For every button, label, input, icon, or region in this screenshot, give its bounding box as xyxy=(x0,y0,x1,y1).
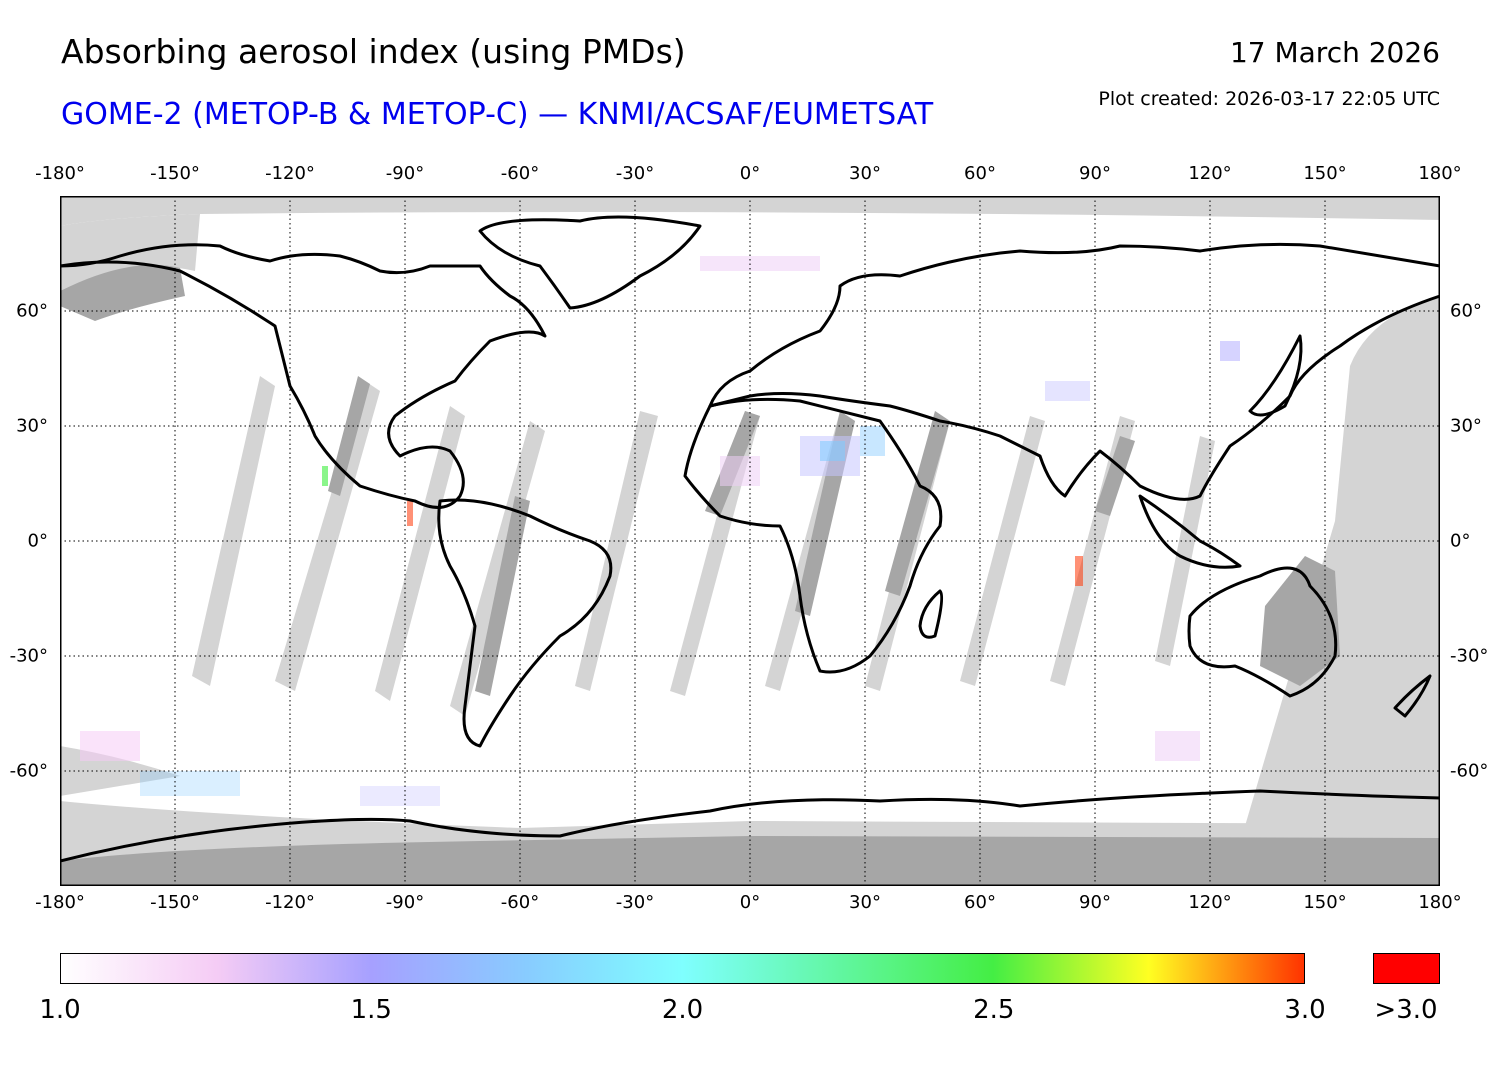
colorbar-tick-label: 2.0 xyxy=(661,995,704,1025)
graticule xyxy=(60,196,1440,886)
alaska-no-data xyxy=(60,264,185,321)
colorbar-tick-label: 1.5 xyxy=(350,995,392,1025)
aerosol-pixel xyxy=(1220,341,1240,361)
madagascar-coast xyxy=(918,589,944,639)
aerosol-pixel xyxy=(1155,731,1200,761)
lat-tick-label-right: 30° xyxy=(1450,415,1482,437)
australia-coast xyxy=(1187,566,1338,698)
colorbar xyxy=(60,953,1305,984)
aerosol-pixel xyxy=(1075,556,1083,586)
lon-tick-label-top: -120° xyxy=(265,163,315,184)
aerosol-index-pixels xyxy=(80,256,1240,806)
colorbar-tick-label: 3.0 xyxy=(1284,995,1326,1025)
lon-tick-label-top: 0° xyxy=(739,163,761,184)
lon-tick-label-top: 30° xyxy=(849,163,881,184)
map-frame xyxy=(60,196,1440,886)
lon-tick-label-bottom: -150° xyxy=(150,892,200,913)
lat-tick-label-left: -60° xyxy=(9,760,48,782)
lon-tick-label-bottom: 30° xyxy=(849,892,881,913)
aerosol-index-world-map xyxy=(60,196,1440,886)
lon-tick-label-bottom: 90° xyxy=(1079,892,1111,913)
lat-tick-label-right: -60° xyxy=(1450,760,1489,782)
aerosol-pixel xyxy=(407,501,413,526)
japan-coast xyxy=(1248,334,1303,417)
antarctica-coast xyxy=(60,789,1440,863)
colorbar-tick-label: 1.0 xyxy=(39,995,81,1025)
plot-created-timestamp: Plot created: 2026-03-17 22:05 UTC xyxy=(1098,88,1440,110)
new-zealand-coast xyxy=(1393,674,1432,718)
colorbar-over-label: >3.0 xyxy=(1374,995,1438,1025)
map-title: Absorbing aerosol index (using PMDs) xyxy=(61,32,686,71)
lat-tick-label-right: 60° xyxy=(1450,300,1482,322)
lon-tick-label-bottom: 150° xyxy=(1303,892,1347,913)
land-swath-gap-2 xyxy=(475,496,530,696)
colorbar-over-range xyxy=(1373,953,1440,984)
lon-tick-label-bottom: -120° xyxy=(265,892,315,913)
orbit-gap-5 xyxy=(575,411,658,691)
aerosol-pixel xyxy=(720,456,760,486)
orbit-gap-1 xyxy=(192,376,275,686)
lon-tick-label-top: 180° xyxy=(1418,163,1462,184)
australia-no-data xyxy=(1260,556,1340,686)
lon-tick-label-top: -90° xyxy=(385,163,425,184)
lat-tick-label-left: 0° xyxy=(27,530,48,552)
aerosol-pixel xyxy=(700,256,820,271)
orbit-gap-3 xyxy=(375,406,465,701)
lon-tick-label-top: 120° xyxy=(1188,163,1232,184)
lon-tick-label-bottom: 60° xyxy=(964,892,996,913)
greenland-coast xyxy=(478,215,702,310)
lat-tick-label-left: 30° xyxy=(16,415,48,437)
lat-tick-label-left: 60° xyxy=(16,300,48,322)
coastlines xyxy=(60,215,1440,863)
colorbar-tick-label: 2.5 xyxy=(973,995,1015,1025)
aerosol-pixel xyxy=(360,786,440,806)
lat-tick-label-right: -30° xyxy=(1450,645,1489,667)
lon-tick-label-bottom: 0° xyxy=(739,892,761,913)
lat-tick-label-right: 0° xyxy=(1450,530,1471,552)
orbit-gap-2 xyxy=(275,381,380,691)
lon-tick-label-top: 150° xyxy=(1303,163,1347,184)
south-america-coast xyxy=(437,498,613,748)
lon-tick-label-bottom: -90° xyxy=(385,892,425,913)
indonesia-coast xyxy=(1138,494,1242,569)
lon-tick-label-top: 60° xyxy=(964,163,996,184)
land-swath-gap-6 xyxy=(1095,436,1135,516)
lon-tick-label-top: -180° xyxy=(35,163,85,184)
aerosol-pixel xyxy=(140,771,240,796)
lon-tick-label-top: 90° xyxy=(1079,163,1111,184)
lon-tick-label-bottom: -60° xyxy=(500,892,540,913)
map-date: 17 March 2026 xyxy=(1229,36,1440,69)
land-swath-gap-5 xyxy=(885,411,950,596)
lon-tick-label-top: -30° xyxy=(615,163,655,184)
lon-tick-label-top: -150° xyxy=(150,163,200,184)
aerosol-pixel xyxy=(322,466,328,486)
lon-tick-label-bottom: 120° xyxy=(1188,892,1232,913)
lon-tick-label-bottom: -30° xyxy=(615,892,655,913)
north-america-coast xyxy=(60,243,547,509)
aerosol-pixel xyxy=(80,731,140,761)
europe-coast xyxy=(708,242,1440,501)
lat-tick-label-left: -30° xyxy=(9,645,48,667)
lon-tick-label-bottom: 180° xyxy=(1418,892,1462,913)
aerosol-pixel xyxy=(820,441,845,461)
africa-coast xyxy=(683,397,943,674)
map-subtitle: GOME-2 (METOP-B & METOP-C) — KNMI/ACSAF/… xyxy=(61,97,934,132)
lon-tick-label-top: -60° xyxy=(500,163,540,184)
aerosol-pixel xyxy=(860,426,885,456)
lon-tick-label-bottom: -180° xyxy=(35,892,85,913)
orbit-gap-9 xyxy=(960,416,1045,686)
aerosol-pixel xyxy=(1045,381,1090,401)
